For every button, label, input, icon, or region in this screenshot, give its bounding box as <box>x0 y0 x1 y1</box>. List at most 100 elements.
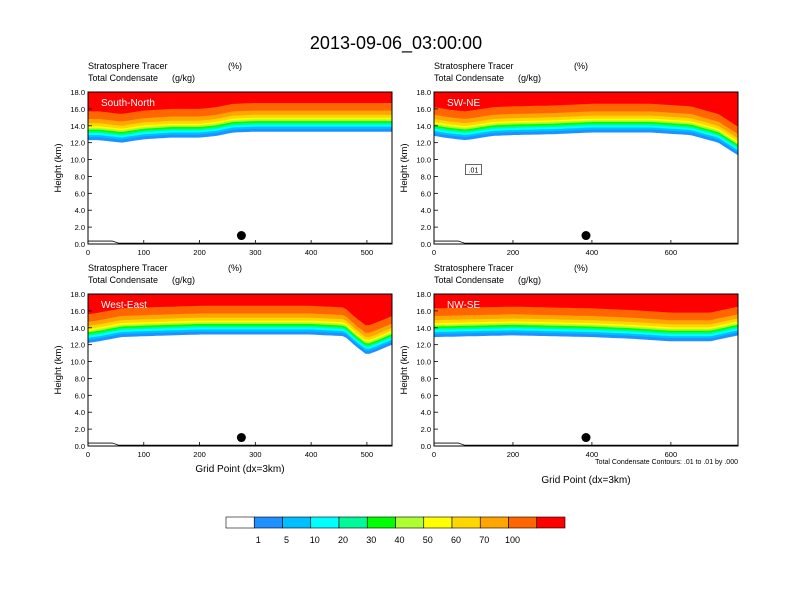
x-tick-label: 200 <box>507 248 520 257</box>
y-tick-label: 0.0 <box>421 240 431 249</box>
plot-area <box>88 294 392 446</box>
panel-name: South-North <box>101 98 155 109</box>
x-tick-label: 0 <box>432 248 436 257</box>
y-tick-label: 2.0 <box>75 223 85 232</box>
x-tick-label: 400 <box>586 248 599 257</box>
colorbar-swatch <box>479 516 509 529</box>
colorbar-label: 20 <box>338 535 348 545</box>
colorbar-label: 100 <box>505 535 520 545</box>
x-tick-label: 300 <box>249 248 262 257</box>
y-tick-label: 14.0 <box>70 324 85 333</box>
shade-label: Stratosphere Tracer <box>434 61 514 71</box>
y-tick-label: 12.0 <box>416 139 431 148</box>
y-axis-label: Height (km) <box>53 345 64 394</box>
colorbar-label: 10 <box>310 535 320 545</box>
y-tick-label: 8.0 <box>421 172 431 181</box>
x-tick-label: 200 <box>193 450 206 459</box>
colorbar-label: 1 <box>256 535 261 545</box>
colorbar-swatch <box>282 516 312 529</box>
colorbar-swatch <box>338 516 368 529</box>
panel-nw-se: Stratosphere Tracer (%) Total Condensate (g… <box>399 263 739 486</box>
x-tick-label: 500 <box>361 248 374 257</box>
shade-units: (%) <box>228 61 242 71</box>
y-tick-label: 12.0 <box>416 341 431 350</box>
contour-units: (g/kg) <box>172 275 195 285</box>
shade-label: Stratosphere Tracer <box>434 263 514 273</box>
colorbar-swatch <box>225 516 255 529</box>
y-tick-label: 8.0 <box>75 374 85 383</box>
y-tick-label: 6.0 <box>421 189 431 198</box>
contour-units: (g/kg) <box>172 73 195 83</box>
y-tick-label: 4.0 <box>421 408 431 417</box>
x-tick-label: 200 <box>507 450 520 459</box>
plot-frame <box>433 91 739 245</box>
plot-frame <box>433 293 739 447</box>
shade-label: Stratosphere Tracer <box>88 263 168 273</box>
colorbar-label: 70 <box>479 535 489 545</box>
tracer-band <box>434 294 738 313</box>
panel-name: SW-NE <box>447 98 480 109</box>
x-axis-label: Grid Point (dx=3km) <box>195 464 284 475</box>
y-tick-label: 4.0 <box>75 206 85 215</box>
colorbar-label: 5 <box>284 535 289 545</box>
y-tick-label: 18.0 <box>416 290 431 299</box>
x-tick-label: 200 <box>193 248 206 257</box>
tracer-band <box>88 294 392 326</box>
condensate-contour <box>434 240 738 244</box>
shade-units: (%) <box>574 263 588 273</box>
y-tick-label: 6.0 <box>421 391 431 400</box>
contour-units: (g/kg) <box>518 73 541 83</box>
shade-units: (%) <box>228 263 242 273</box>
colorbar-label: 50 <box>423 535 433 545</box>
y-tick-label: 10.0 <box>70 156 85 165</box>
tracer-band <box>88 92 392 114</box>
panel-west-east: Stratosphere Tracer (%) Total Condensate (g… <box>53 263 393 475</box>
x-tick-label: 400 <box>305 248 318 257</box>
y-tick-label: 14.0 <box>416 122 431 131</box>
contour-note: Total Condensate Contours: .01 to .01 by… <box>595 459 738 466</box>
contour-label: Total Condensate <box>434 73 504 83</box>
panel-sw-ne: Stratosphere Tracer (%) Total Condensate (g… <box>399 61 739 257</box>
panels: Stratosphere Tracer (%) Total Condensate (g… <box>53 61 739 486</box>
x-tick-label: 0 <box>432 450 436 459</box>
y-tick-label: 8.0 <box>421 374 431 383</box>
colorbar-swatch <box>366 516 396 529</box>
colorbar-swatch <box>423 516 453 529</box>
y-axis-label: Height (km) <box>399 345 410 394</box>
colorbar-label: 40 <box>394 535 404 545</box>
x-tick-label: 400 <box>586 450 599 459</box>
y-tick-label: 16.0 <box>70 307 85 316</box>
colorbar-swatch <box>253 516 283 529</box>
y-tick-label: 12.0 <box>70 341 85 350</box>
colorbar-label: 60 <box>451 535 461 545</box>
colorbar-swatch <box>508 516 538 529</box>
y-tick-label: 16.0 <box>416 105 431 114</box>
y-tick-label: 4.0 <box>421 206 431 215</box>
x-tick-label: 400 <box>305 450 318 459</box>
x-tick-label: 500 <box>361 450 374 459</box>
panel-south-north: Stratosphere Tracer (%) Total Condensate (g… <box>53 61 393 257</box>
colorbar-label: 30 <box>366 535 376 545</box>
tracer-band <box>434 92 738 127</box>
plot-frame <box>87 91 393 245</box>
x-tick-label: 0 <box>86 248 90 257</box>
plot-area <box>434 294 738 446</box>
y-axis-label: Height (km) <box>399 143 410 192</box>
y-tick-label: 0.0 <box>75 240 85 249</box>
y-tick-label: 10.0 <box>416 156 431 165</box>
y-tick-label: 6.0 <box>75 391 85 400</box>
reference-point <box>581 231 591 241</box>
contour-label: Total Condensate <box>88 275 158 285</box>
y-tick-label: 12.0 <box>70 139 85 148</box>
x-tick-label: 0 <box>86 450 90 459</box>
colorbar-swatch <box>395 516 425 529</box>
y-tick-label: 16.0 <box>70 105 85 114</box>
y-tick-label: 2.0 <box>421 425 431 434</box>
x-tick-label: 100 <box>138 248 151 257</box>
y-tick-label: 0.0 <box>75 442 85 451</box>
colorbar-swatch <box>536 516 566 529</box>
figure-title: 2013-09-06_03:00:00 <box>310 33 482 54</box>
reference-point <box>236 433 246 443</box>
y-tick-label: 16.0 <box>416 307 431 316</box>
